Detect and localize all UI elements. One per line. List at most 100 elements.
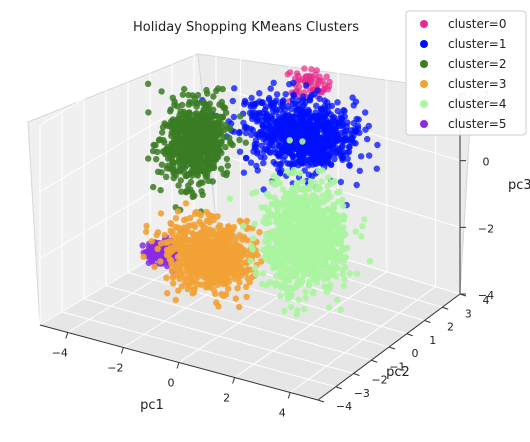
scatter-point [185,101,192,108]
scatter-point [222,143,229,151]
scatter-point [165,252,172,259]
scatter-point [279,103,286,110]
scatter-point [277,234,285,242]
scatter-point [230,271,237,278]
scatter-point [339,271,346,278]
scatter-point [325,119,332,126]
scatter-point [324,182,331,190]
scatter-point [366,152,373,159]
scatter-point [214,213,221,220]
y-tick-label: 0 [412,347,419,360]
scatter-point [269,107,277,115]
scatter-point [267,141,274,148]
scatter-point [182,136,189,143]
scatter-point [259,131,266,138]
scatter-point [292,200,299,207]
scatter-point [187,222,194,229]
scatter-points [139,65,381,318]
scatter-point [324,188,332,196]
scatter-point [297,201,305,208]
scatter-point [320,250,327,257]
scatter-point [212,290,219,297]
scatter-point [266,193,273,200]
y-tick-mark [424,320,431,323]
scatter-point [286,119,294,127]
scatter-point [305,281,313,289]
scatter-point [313,223,320,231]
scatter-point [293,241,300,248]
scatter-point [318,178,325,185]
scatter-point [194,132,202,140]
y-tick-mark [317,399,325,403]
scatter-point [273,218,281,225]
y-tick-mark [442,306,449,310]
scatter-point [173,125,181,132]
legend-marker-cluster=5 [420,120,428,128]
scatter-point [289,152,296,160]
scatter-point [307,262,314,269]
scatter-point [274,205,281,213]
scatter-point [220,265,227,272]
x-tick-label: 0 [168,377,175,390]
scatter-point [289,161,296,168]
scatter-point [185,236,192,243]
scatter-point [194,231,201,238]
scatter-point [300,306,308,313]
scatter-point [273,120,280,127]
scatter-point [337,178,345,186]
y-tick-label: 2 [447,321,454,334]
scatter-point [330,205,338,213]
scatter-point [191,243,198,251]
scatter-point [204,127,211,135]
scatter-point [284,160,291,167]
x-tick-mark [120,347,124,354]
legend-marker-cluster=0 [420,20,428,28]
scatter-point [364,135,371,143]
scatter-point [295,296,302,303]
scatter-point [208,132,216,139]
scatter-point [266,219,273,226]
scatter-point [319,167,326,174]
scatter-point [170,272,177,279]
scatter-point [208,258,215,265]
scatter-point [179,249,186,256]
x-tick-mark [232,377,236,384]
y-tick-label: 1 [429,334,436,347]
scatter-point [327,216,335,224]
scatter-point [174,103,181,110]
scatter-point [285,273,292,280]
scatter-point [296,170,304,177]
scatter-point [143,222,150,230]
scatter-point [226,195,234,202]
scatter-point [157,210,165,217]
scatter-point [288,143,296,150]
scatter-point [158,161,166,168]
scatter-point [251,264,259,271]
scatter-point [166,150,173,158]
scatter-point [254,131,261,138]
scatter-point [180,268,187,276]
y-tick-label: 4 [483,294,490,307]
scatter-point [221,134,228,141]
scatter-point [260,218,267,225]
scatter-point [215,250,223,257]
scatter-point [298,160,305,167]
scatter-point [317,241,325,249]
scatter-point [204,113,211,121]
scatter-point [279,186,287,193]
scatter-point [272,280,279,287]
scatter-point [200,274,208,281]
scatter-point [312,233,319,241]
scatter-point [172,234,179,241]
scatter-point [290,92,298,100]
scatter-point [326,78,333,86]
scatter-point [320,116,327,123]
scatter-point [172,131,179,139]
z-tick-label: 0 [483,156,490,169]
scatter-point [181,164,189,171]
scatter-point [229,97,236,105]
scatter-point [272,227,279,235]
scatter-point [178,236,186,244]
scatter-point [324,264,332,271]
